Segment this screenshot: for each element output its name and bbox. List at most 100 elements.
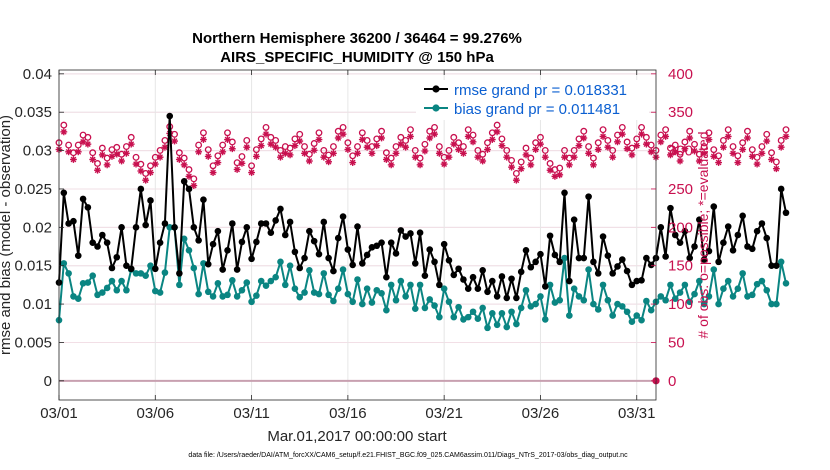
- rmse-point: [334, 234, 342, 242]
- y-left-tick-label: 0.035: [14, 104, 52, 121]
- obs-evaluated-point: [118, 157, 125, 165]
- bias-point: [243, 279, 251, 286]
- bias-point: [416, 281, 424, 289]
- x-tick-label: 03/01: [40, 405, 78, 422]
- bias-point: [474, 315, 482, 322]
- asterisk-stroke: [393, 150, 399, 157]
- rmse-point: [566, 277, 573, 285]
- obs-possible-point: [416, 154, 424, 162]
- bias-point: [257, 277, 265, 285]
- obs-possible-point: [488, 129, 496, 137]
- asterisk-stroke: [778, 144, 785, 151]
- obs-evaluated-point: [103, 161, 111, 169]
- rmse-point: [489, 277, 496, 285]
- rmse-point: [219, 266, 226, 273]
- x-tick-label: 03/06: [137, 405, 175, 422]
- asterisk-stroke: [296, 138, 303, 144]
- rmse-point: [200, 196, 207, 203]
- bias-point: [306, 267, 313, 274]
- obs-evaluated-point: [305, 157, 313, 165]
- obs-evaluated-point: [296, 137, 304, 145]
- rmse-point: [156, 239, 164, 246]
- y-left-tick-label: 0.025: [14, 181, 52, 198]
- asterisk-stroke: [489, 136, 496, 143]
- obs-evaluated-point: [541, 153, 549, 161]
- obs-evaluated-point: [219, 148, 227, 156]
- obs-evaluated-point: [671, 148, 679, 156]
- asterisk-stroke: [311, 147, 318, 154]
- asterisk-stroke: [70, 156, 77, 163]
- rmse-point: [325, 254, 332, 262]
- asterisk-stroke: [436, 150, 443, 157]
- obs-evaluated-point: [325, 158, 333, 166]
- legend-bias-label: bias grand pr = 0.011481: [454, 101, 620, 118]
- bias-point: [782, 280, 790, 287]
- bias-point: [556, 296, 564, 304]
- rmse-point: [277, 205, 284, 213]
- asterisk-stroke: [672, 148, 679, 155]
- obs-evaluated-point: [488, 136, 496, 143]
- rmse-point: [657, 224, 665, 231]
- obs-evaluated-point: [642, 140, 650, 148]
- y-left-tick-label: 0.04: [23, 66, 52, 83]
- bias-point: [484, 324, 491, 332]
- obs-evaluated-point: [277, 153, 284, 161]
- obs-evaluated-point: [681, 145, 689, 153]
- asterisk-stroke: [378, 135, 385, 141]
- obs-evaluated-point: [209, 169, 217, 176]
- obs-evaluated-point: [590, 161, 597, 169]
- obs-evaluated-point: [358, 136, 366, 143]
- rmse-point: [224, 247, 231, 254]
- asterisk-stroke: [277, 154, 284, 161]
- obs-evaluated-point: [570, 153, 578, 161]
- obs-possible-point: [498, 135, 506, 143]
- rmse-point: [541, 283, 549, 290]
- asterisk-stroke: [369, 150, 375, 157]
- asterisk-stroke: [720, 144, 727, 151]
- rmse-point: [94, 243, 101, 250]
- obs-evaluated-point: [469, 138, 477, 146]
- asterisk-stroke: [113, 151, 120, 157]
- rmse-point: [74, 252, 82, 260]
- obs-possible-point: [739, 139, 747, 147]
- bias-point: [729, 293, 737, 300]
- rmse-point: [113, 253, 121, 261]
- asterisk-stroke: [662, 133, 669, 140]
- rmse-point: [344, 246, 352, 253]
- rmse-point: [161, 220, 169, 227]
- obs-evaluated-point: [252, 153, 260, 160]
- rmse-point: [469, 273, 477, 281]
- obs-evaluated-point: [354, 149, 361, 157]
- obs-possible-point: [686, 127, 694, 135]
- obs-evaluated-point: [426, 134, 434, 142]
- obs-evaluated-point: [522, 151, 530, 159]
- rmse-point: [354, 223, 361, 230]
- x-tick-label: 03/26: [522, 405, 560, 422]
- rmse-point: [782, 209, 790, 217]
- obs-evaluated-point: [758, 149, 766, 157]
- obs-evaluated-point: [204, 153, 212, 160]
- rmse-point: [455, 265, 462, 273]
- bias-point: [720, 285, 727, 293]
- bias-point: [378, 290, 385, 297]
- asterisk-stroke: [364, 144, 371, 151]
- asterisk-stroke: [340, 131, 346, 138]
- asterisk-stroke: [484, 146, 491, 153]
- rmse-point: [614, 263, 621, 270]
- obs-possible-point: [638, 123, 646, 131]
- rmse-point: [618, 256, 626, 263]
- rmse-point: [176, 270, 183, 277]
- asterisk-stroke: [446, 154, 452, 161]
- asterisk-stroke: [715, 159, 722, 166]
- rmse-point: [310, 237, 318, 245]
- bias-point: [325, 291, 332, 299]
- rmse-point: [647, 261, 655, 269]
- asterisk-stroke: [335, 135, 342, 141]
- bias-point: [224, 291, 231, 299]
- bias-point: [618, 303, 626, 310]
- obs-evaluated-point: [512, 176, 520, 184]
- bias-point: [320, 270, 328, 277]
- asterisk-stroke: [547, 167, 553, 174]
- obs-evaluated-point: [575, 142, 583, 150]
- rmse-point: [118, 224, 125, 231]
